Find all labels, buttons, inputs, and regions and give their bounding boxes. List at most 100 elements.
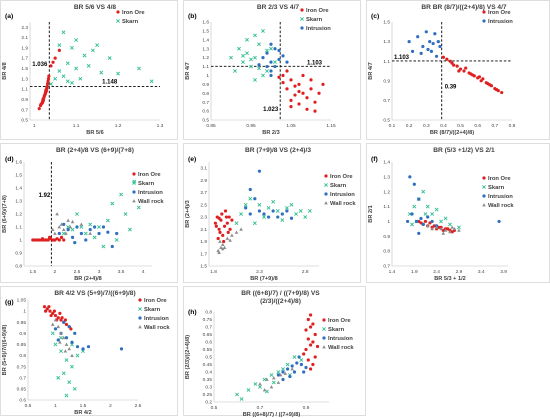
panel-4: BR (2+4)/8 VS (6+9)/(7+8) (d) 1.5 2 2.5 3 3.5 4… <box>0 143 178 283</box>
point-skarn <box>237 46 241 51</box>
point-iron-ore <box>222 224 227 228</box>
point-skarn <box>67 380 72 385</box>
point-skarn <box>245 37 249 42</box>
point-wall-rock <box>61 227 66 231</box>
point-skarn <box>97 225 101 229</box>
point-skarn <box>64 358 69 362</box>
legend: Iron Ore Skarn Intrusion <box>300 8 331 32</box>
x-axis-label: BR (8/7)/((2+4)/8) <box>430 130 474 136</box>
x-axis-label: BR (7+9)/8 <box>250 276 278 282</box>
point-iron-ore <box>481 77 485 81</box>
y-tick-label: 0.9 <box>383 234 390 240</box>
point-iron-ore <box>301 91 305 95</box>
point-iron-ore <box>31 238 35 242</box>
y-tick-label: 0.9 <box>21 97 28 103</box>
y-tick-label: 1.1 <box>383 204 390 210</box>
y-tick-label: 2.9 <box>200 178 207 184</box>
chart-title-line2: (2/3)/((2+4)/8) <box>260 298 301 305</box>
legend-marker-wall-rock <box>482 203 486 207</box>
legend-marker-skarn <box>300 17 304 21</box>
y-tick-label: 0.65 <box>17 386 27 392</box>
point-intrusion <box>265 64 269 69</box>
point-skarn <box>59 349 63 354</box>
panel-frame <box>183 143 361 283</box>
point-intrusion <box>115 231 119 236</box>
y-tick-label: 0.5 <box>202 118 209 124</box>
y-tick-label: 0.9 <box>202 82 209 88</box>
x-tick-label: 2.9 <box>456 269 463 275</box>
y-tick-label: 1.6 <box>15 160 22 166</box>
point-skarn <box>53 76 58 81</box>
point-skarn <box>275 209 280 213</box>
y-tick-label: 2.1 <box>21 35 28 41</box>
point-iron-ore <box>53 56 57 60</box>
point-intrusion <box>110 244 114 249</box>
point-intrusion <box>406 219 410 224</box>
point-wall-rock <box>67 346 72 351</box>
point-wall-rock <box>53 318 58 322</box>
point-wall-rock <box>430 226 434 231</box>
y-tick-label: 0.7 <box>19 375 26 381</box>
point-iron-ore <box>311 362 315 367</box>
y-tick-label: 1.1 <box>21 87 28 93</box>
point-skarn <box>269 46 273 51</box>
y-tick-label: 3.1 <box>200 166 207 172</box>
point-iron-ore <box>305 96 309 100</box>
legend-marker-iron-ore <box>322 318 326 322</box>
x-tick-label: 0.8 <box>509 123 516 129</box>
y-tick-label: 1.05 <box>17 298 27 304</box>
point-skarn <box>421 189 426 194</box>
chart-title: BR (5/3 +1/2) VS 2/1 <box>433 147 495 154</box>
panel-label: (c) <box>371 13 379 20</box>
y-tick-label: 0.8 <box>202 91 209 97</box>
y-axis-label: BR 4/8 <box>2 62 8 79</box>
point-wall-rock <box>59 222 64 226</box>
point-iron-ore <box>281 73 285 78</box>
point-skarn <box>239 397 244 401</box>
legend-label-iron-ore: Iron Ore <box>144 298 167 304</box>
series-skarn <box>61 179 141 249</box>
y-tick-label: 1.5 <box>200 264 207 270</box>
point-iron-ore <box>48 309 52 313</box>
point-skarn <box>294 212 299 216</box>
point-skarn <box>99 70 104 75</box>
series-skarn <box>234 196 312 226</box>
point-iron-ore <box>40 237 45 241</box>
x-tick-label: 2 <box>54 269 57 275</box>
legend-marker-intrusion <box>138 316 142 320</box>
point-intrusion <box>430 219 434 224</box>
point-iron-ore <box>213 221 218 225</box>
point-intrusion <box>106 230 110 234</box>
point-iron-ore <box>58 311 62 315</box>
point-skarn <box>303 215 308 219</box>
x-axis-label: BR 4/2 <box>74 410 91 416</box>
x-tick-label: 1 <box>33 123 36 129</box>
point-skarn <box>235 392 239 397</box>
point-iron-ore <box>217 216 221 220</box>
point-intrusion <box>70 340 74 344</box>
point-iron-ore <box>464 66 468 70</box>
point-skarn <box>266 205 271 210</box>
point-wall-rock <box>61 335 66 340</box>
x-tick-label: 0.1 <box>389 123 396 129</box>
point-intrusion <box>266 215 271 219</box>
legend-label-skarn: Skarn <box>488 185 505 191</box>
legend-label-wall-rock: Wall rock <box>330 201 356 207</box>
point-skarn <box>271 199 276 204</box>
chart-title: BR 4/2 VS (5+9)/7/((6+9)/8) <box>54 290 135 297</box>
point-iron-ore <box>315 344 320 349</box>
point-intrusion <box>277 57 281 62</box>
point-iron-ore <box>309 313 313 317</box>
y-tick-label: 0.9 <box>15 251 22 257</box>
point-wall-rock <box>443 228 448 232</box>
y-tick-label: 0.7 <box>383 264 390 270</box>
point-skarn <box>265 48 269 53</box>
legend-marker-iron-ore <box>300 8 304 12</box>
point-skarn <box>65 61 70 66</box>
point-iron-ore <box>62 238 66 242</box>
point-iron-ore <box>306 358 310 362</box>
legend-marker-iron-ore <box>116 10 120 14</box>
point-iron-ore <box>293 93 297 97</box>
y-tick-label: 2.1 <box>200 227 207 233</box>
point-iron-ore <box>432 224 436 228</box>
